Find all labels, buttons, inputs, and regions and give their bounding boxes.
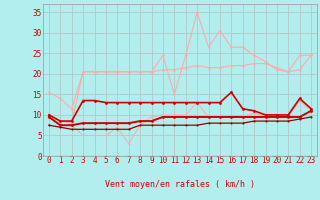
X-axis label: Vent moyen/en rafales ( km/h ): Vent moyen/en rafales ( km/h ) (105, 180, 255, 189)
